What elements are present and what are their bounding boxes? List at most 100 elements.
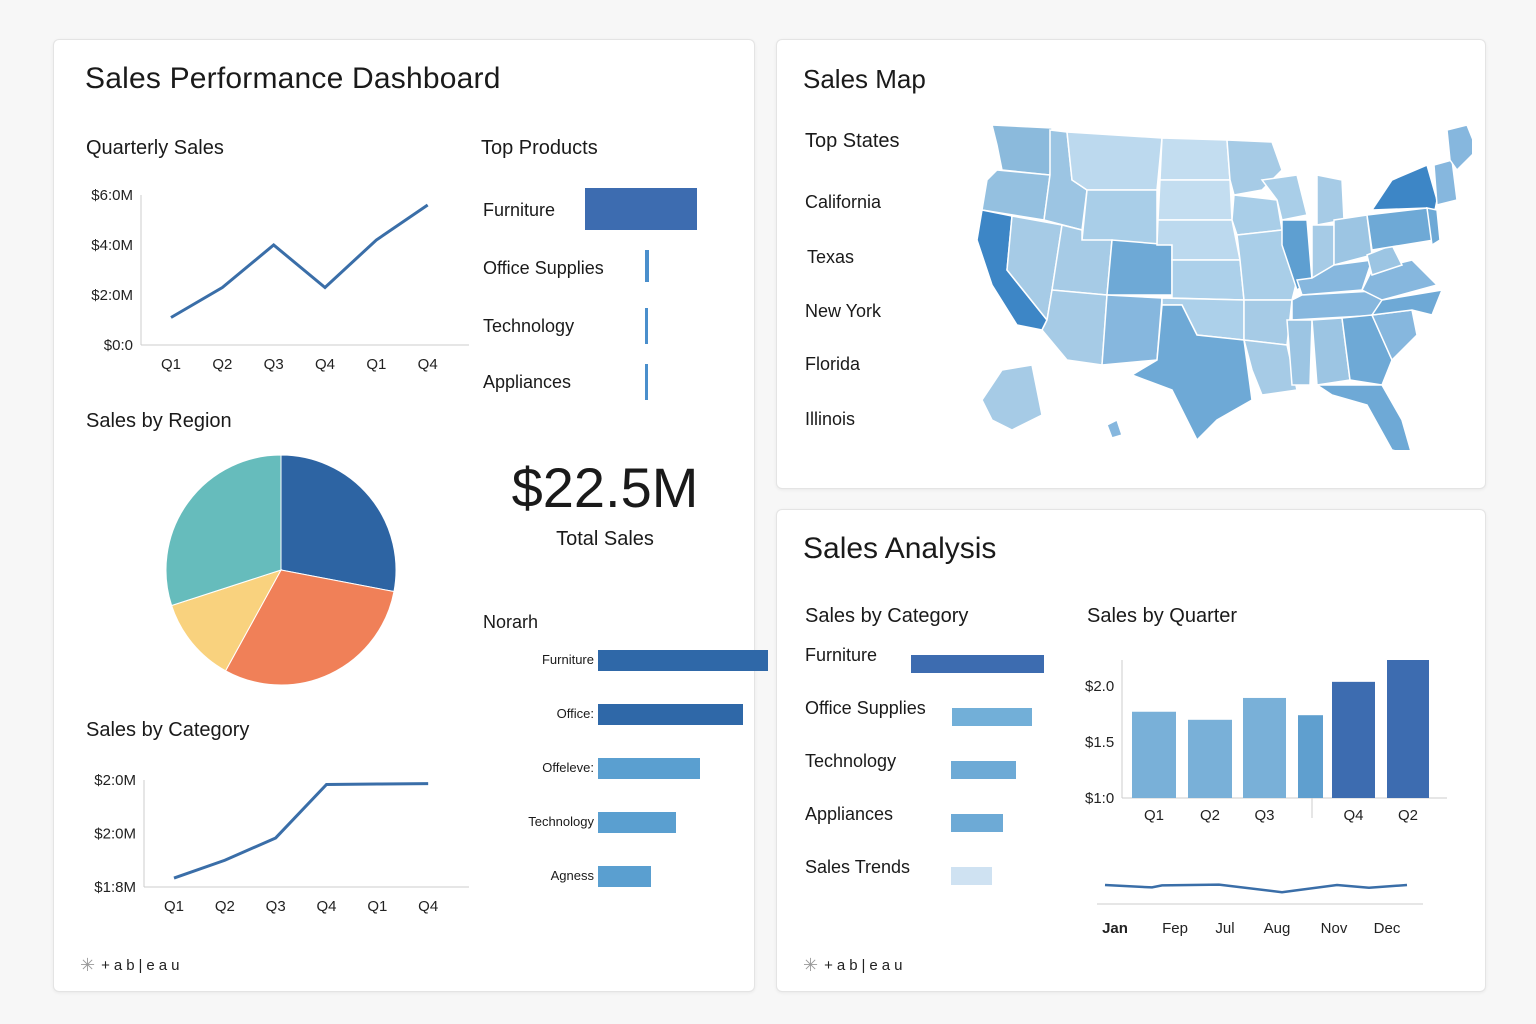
- sales-analysis-card: Sales Analysis Sales by Category Furnitu…: [776, 509, 1486, 992]
- state-shape-ak: [981, 364, 1043, 431]
- month-label: Aug: [1264, 920, 1291, 937]
- state-shape-pa: [1366, 207, 1435, 251]
- quarter-bar[interactable]: [1243, 697, 1286, 798]
- state-shape-nm: [1101, 294, 1163, 366]
- bar[interactable]: [951, 814, 1003, 832]
- sales-by-category-title: Sales by Category: [86, 719, 250, 741]
- state-shape-wy: [1081, 189, 1158, 246]
- y-tick-label: $1:0: [1085, 790, 1114, 807]
- x-tick-label: Q1: [1144, 807, 1164, 824]
- pie-slice[interactable]: [280, 454, 397, 593]
- month-label: Dec: [1374, 920, 1401, 937]
- tableau-sparkle-icon: ✳: [80, 955, 96, 975]
- pie-slice[interactable]: [224, 569, 395, 686]
- analysis-category-title: Sales by Category: [805, 605, 969, 627]
- series-line: [173, 782, 429, 880]
- sales-map-title: Sales Map: [803, 64, 926, 94]
- product-bar[interactable]: [585, 188, 697, 230]
- y-tick-label: $2.0: [1085, 678, 1114, 695]
- state-california[interactable]: California: [805, 192, 882, 212]
- state-shape-ks: [1171, 259, 1245, 301]
- sales-by-quarter-title: Sales by Quarter: [1087, 605, 1238, 627]
- x-tick-label: Q4: [418, 356, 438, 373]
- bar[interactable]: [951, 761, 1017, 779]
- state-shape-nc: [1370, 289, 1444, 316]
- bar[interactable]: [951, 867, 993, 885]
- pie-slice[interactable]: [170, 569, 283, 672]
- state-florida[interactable]: Florida: [805, 354, 861, 374]
- x-tick-label: Q2: [212, 356, 232, 373]
- quarter-bar[interactable]: [1132, 711, 1176, 798]
- total-sales-label: Total Sales: [556, 528, 654, 550]
- y-tick-label: $2:0M: [94, 772, 136, 789]
- state-shape-nj: [1426, 207, 1441, 247]
- sales-by-quarter-chart: $1:0 $1.5 $2.0 Q1 Q2 Q3 Q4 Q2: [1085, 660, 1447, 824]
- quarter-bar[interactable]: [1387, 660, 1429, 798]
- bar[interactable]: [598, 866, 651, 887]
- month-label: Jul: [1215, 920, 1234, 937]
- dashboard-title: Sales Performance Dashboard: [85, 62, 501, 95]
- state-shape-sd: [1157, 179, 1233, 221]
- tableau-wordmark: +ab|eau: [824, 957, 907, 974]
- bar[interactable]: [952, 708, 1032, 726]
- state-shape-ne-states: [1433, 159, 1458, 206]
- bar-label: Office:: [556, 706, 594, 721]
- state-shape-az: [1041, 289, 1108, 366]
- product-label: Appliances: [483, 372, 572, 392]
- product-bar[interactable]: [645, 308, 648, 344]
- state-texas[interactable]: Texas: [807, 247, 855, 267]
- product-label: Office Supplies: [483, 258, 604, 278]
- x-tick-label: Q2: [1398, 807, 1418, 824]
- x-tick-label: Q3: [266, 898, 286, 915]
- top-states-title: Top States: [805, 130, 900, 152]
- bar-label: Sales Trends: [805, 857, 911, 877]
- x-tick-label: Q4: [315, 356, 335, 373]
- month-label: Fep: [1162, 920, 1188, 937]
- sales-map-card: Sales Map Top States California Texas Ne…: [776, 39, 1486, 489]
- bar[interactable]: [598, 650, 768, 671]
- analysis-category-chart: Furniture Office Supplies Technology Applia…: [805, 645, 1065, 915]
- quarter-bar[interactable]: [1332, 681, 1375, 798]
- sales-performance-card: Sales Performance Dashboard Quarterly Sa…: [53, 39, 768, 992]
- state-shape-me: [1446, 124, 1472, 172]
- month-label: Jan: [1102, 920, 1128, 937]
- y-tick-label: $0:0: [104, 337, 133, 354]
- us-map[interactable]: [972, 120, 1472, 450]
- state-shape-nd: [1159, 137, 1231, 181]
- state-shape-mi: [1316, 174, 1345, 226]
- quarter-bar[interactable]: [1188, 719, 1232, 798]
- trend-line: [1104, 883, 1408, 894]
- y-tick-label: $1.5: [1085, 734, 1114, 751]
- product-bar[interactable]: [645, 364, 648, 400]
- bar-label: Offeleve:: [542, 760, 594, 775]
- pie-slice[interactable]: [165, 454, 282, 607]
- bar[interactable]: [598, 758, 700, 779]
- quarterly-sales-chart: $0:0 $2:0M $4:0M $6:0M Q1 Q2 Q3 Q4 Q1 Q4: [91, 187, 469, 373]
- product-label: Technology: [483, 316, 575, 336]
- bar[interactable]: [911, 655, 1044, 673]
- state-illinois[interactable]: Illinois: [805, 409, 856, 429]
- state-shape-la: [1242, 339, 1298, 396]
- state-shape-fl: [1314, 384, 1412, 450]
- tableau-logo: ✳ +ab|eau: [80, 955, 183, 976]
- sales-by-region-title: Sales by Region: [86, 410, 232, 432]
- quarter-bar[interactable]: [1298, 715, 1323, 798]
- x-tick-label: Q1: [164, 898, 184, 915]
- x-tick-label: Q3: [1254, 807, 1274, 824]
- bar[interactable]: [598, 704, 743, 725]
- state-shape-tx: [1130, 304, 1253, 442]
- product-bar[interactable]: [645, 250, 650, 282]
- tableau-wordmark: +ab|eau: [101, 957, 184, 974]
- bar[interactable]: [598, 812, 677, 833]
- state-shape-ms: [1286, 319, 1313, 386]
- y-tick-label: $2:0M: [91, 287, 133, 304]
- x-tick-label: Q1: [366, 356, 386, 373]
- sales-analysis-title: Sales Analysis: [803, 532, 997, 565]
- state-shape-or: [981, 169, 1051, 221]
- tableau-sparkle-icon: ✳: [803, 955, 819, 975]
- bar-label: Office Supplies: [805, 698, 926, 718]
- state-new-york[interactable]: New York: [805, 301, 882, 321]
- series-line: [170, 203, 429, 319]
- x-tick-label: Q1: [161, 356, 181, 373]
- state-shape-mt: [1066, 131, 1163, 191]
